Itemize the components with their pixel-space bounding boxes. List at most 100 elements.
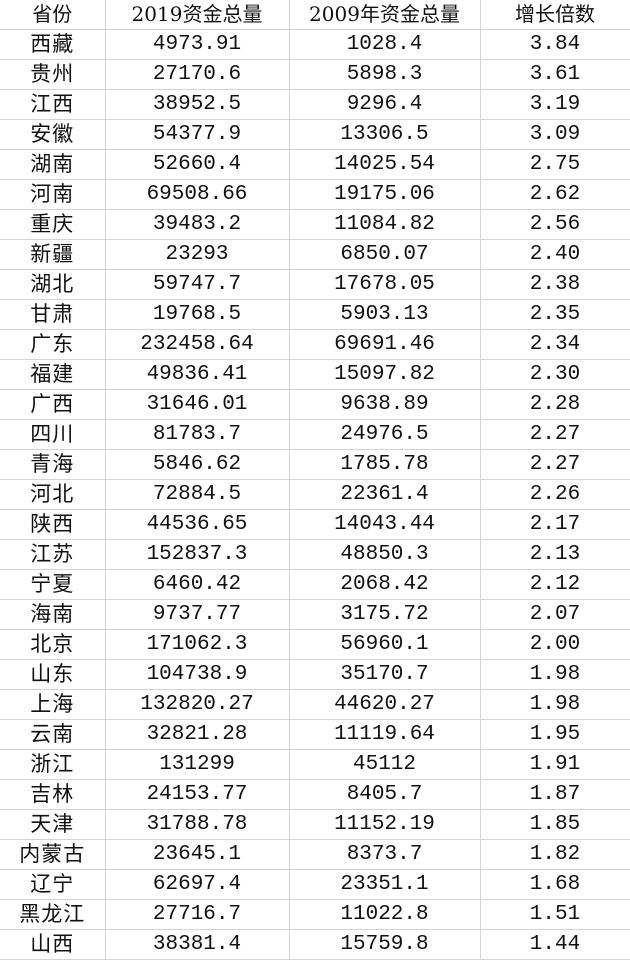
cell-2009-funds: 8373.7 xyxy=(288,839,481,870)
cell-2009-funds: 15097.82 xyxy=(288,359,481,390)
table-row: 云南 32821.28 11119.64 1.95 xyxy=(0,719,630,750)
cell-province: 四川 xyxy=(0,419,106,450)
cell-province: 广东 xyxy=(0,329,106,360)
table-row: 青海 5846.62 1785.78 2.27 xyxy=(0,449,630,480)
table-row: 江苏 152837.3 48850.3 2.13 xyxy=(0,539,630,570)
cell-2009-funds: 15759.8 xyxy=(288,929,481,960)
cell-2019-funds: 24153.77 xyxy=(104,779,290,810)
cell-growth-multiple: 1.68 xyxy=(479,869,630,900)
cell-growth-multiple: 1.98 xyxy=(479,659,630,690)
cell-2019-funds: 72884.5 xyxy=(104,479,290,510)
cell-2019-funds: 31788.78 xyxy=(104,809,290,840)
cell-province: 湖北 xyxy=(0,269,106,300)
cell-2019-funds: 62697.4 xyxy=(104,869,290,900)
cell-2019-funds: 19768.5 xyxy=(104,299,290,330)
table-row: 贵州 27170.6 5898.3 3.61 xyxy=(0,59,630,90)
cell-province: 山西 xyxy=(0,929,106,960)
cell-province: 青海 xyxy=(0,449,106,480)
cell-growth-multiple: 2.56 xyxy=(479,209,630,240)
cell-province: 福建 xyxy=(0,359,106,390)
cell-2019-funds: 39483.2 xyxy=(104,209,290,240)
cell-growth-multiple: 1.98 xyxy=(479,689,630,720)
cell-2019-funds: 32821.28 xyxy=(104,719,290,750)
table-row: 辽宁 62697.4 23351.1 1.68 xyxy=(0,869,630,900)
cell-growth-multiple: 2.13 xyxy=(479,539,630,570)
table-row: 广西 31646.01 9638.89 2.28 xyxy=(0,389,630,420)
cell-growth-multiple: 1.87 xyxy=(479,779,630,810)
cell-province: 山东 xyxy=(0,659,106,690)
table-row: 甘肃 19768.5 5903.13 2.35 xyxy=(0,299,630,330)
header-province: 省份 xyxy=(0,0,106,30)
cell-growth-multiple: 2.30 xyxy=(479,359,630,390)
cell-2019-funds: 171062.3 xyxy=(104,629,290,660)
cell-2009-funds: 3175.72 xyxy=(288,599,481,630)
cell-2009-funds: 45112 xyxy=(288,749,481,780)
cell-province: 宁夏 xyxy=(0,569,106,600)
cell-2009-funds: 13306.5 xyxy=(288,119,481,150)
table-row: 内蒙古 23645.1 8373.7 1.82 xyxy=(0,839,630,870)
cell-province: 新疆 xyxy=(0,239,106,270)
cell-2009-funds: 1028.4 xyxy=(288,29,481,60)
cell-province: 安徽 xyxy=(0,119,106,150)
cell-province: 河北 xyxy=(0,479,106,510)
cell-2019-funds: 38381.4 xyxy=(104,929,290,960)
cell-2019-funds: 81783.7 xyxy=(104,419,290,450)
cell-2009-funds: 14043.44 xyxy=(288,509,481,540)
table-row: 新疆 23293 6850.07 2.40 xyxy=(0,239,630,270)
table-row: 西藏 4973.91 1028.4 3.84 xyxy=(0,29,630,60)
cell-growth-multiple: 1.51 xyxy=(479,899,630,930)
cell-growth-multiple: 2.34 xyxy=(479,329,630,360)
cell-growth-multiple: 2.40 xyxy=(479,239,630,270)
cell-growth-multiple: 2.62 xyxy=(479,179,630,210)
cell-province: 河南 xyxy=(0,179,106,210)
cell-province: 云南 xyxy=(0,719,106,750)
header-growth-multiple: 增长倍数 xyxy=(479,0,630,30)
cell-2009-funds: 24976.5 xyxy=(288,419,481,450)
cell-2009-funds: 9638.89 xyxy=(288,389,481,420)
cell-2009-funds: 5903.13 xyxy=(288,299,481,330)
table-row: 湖北 59747.7 17678.05 2.38 xyxy=(0,269,630,300)
table-row: 河北 72884.5 22361.4 2.26 xyxy=(0,479,630,510)
cell-2019-funds: 104738.9 xyxy=(104,659,290,690)
cell-growth-multiple: 2.75 xyxy=(479,149,630,180)
cell-province: 上海 xyxy=(0,689,106,720)
cell-2019-funds: 232458.64 xyxy=(104,329,290,360)
cell-2019-funds: 49836.41 xyxy=(104,359,290,390)
cell-growth-multiple: 2.35 xyxy=(479,299,630,330)
cell-2019-funds: 132820.27 xyxy=(104,689,290,720)
table-row: 浙江 131299 45112 1.91 xyxy=(0,749,630,780)
cell-growth-multiple: 2.27 xyxy=(479,449,630,480)
table-row: 河南 69508.66 19175.06 2.62 xyxy=(0,179,630,210)
cell-2019-funds: 52660.4 xyxy=(104,149,290,180)
cell-2019-funds: 31646.01 xyxy=(104,389,290,420)
cell-2019-funds: 27170.6 xyxy=(104,59,290,90)
table-row: 黑龙江 27716.7 11022.8 1.51 xyxy=(0,899,630,930)
cell-growth-multiple: 3.09 xyxy=(479,119,630,150)
header-2019-funds: 2019资金总量 xyxy=(104,0,290,30)
cell-province: 甘肃 xyxy=(0,299,106,330)
cell-province: 湖南 xyxy=(0,149,106,180)
cell-2019-funds: 59747.7 xyxy=(104,269,290,300)
table-row: 北京 171062.3 56960.1 2.00 xyxy=(0,629,630,660)
table-row: 重庆 39483.2 11084.82 2.56 xyxy=(0,209,630,240)
table-row: 山东 104738.9 35170.7 1.98 xyxy=(0,659,630,690)
cell-growth-multiple: 2.27 xyxy=(479,419,630,450)
cell-province: 海南 xyxy=(0,599,106,630)
table-row: 上海 132820.27 44620.27 1.98 xyxy=(0,689,630,720)
cell-2009-funds: 23351.1 xyxy=(288,869,481,900)
cell-province: 陕西 xyxy=(0,509,106,540)
cell-2019-funds: 38952.5 xyxy=(104,89,290,120)
cell-2009-funds: 11152.19 xyxy=(288,809,481,840)
cell-2009-funds: 35170.7 xyxy=(288,659,481,690)
table-row: 吉林 24153.77 8405.7 1.87 xyxy=(0,779,630,810)
cell-2019-funds: 23293 xyxy=(104,239,290,270)
cell-2009-funds: 9296.4 xyxy=(288,89,481,120)
cell-growth-multiple: 3.84 xyxy=(479,29,630,60)
cell-2009-funds: 11022.8 xyxy=(288,899,481,930)
cell-2019-funds: 23645.1 xyxy=(104,839,290,870)
cell-province: 江西 xyxy=(0,89,106,120)
cell-province: 黑龙江 xyxy=(0,899,106,930)
table-row: 福建 49836.41 15097.82 2.30 xyxy=(0,359,630,390)
cell-2019-funds: 44536.65 xyxy=(104,509,290,540)
cell-2019-funds: 9737.77 xyxy=(104,599,290,630)
